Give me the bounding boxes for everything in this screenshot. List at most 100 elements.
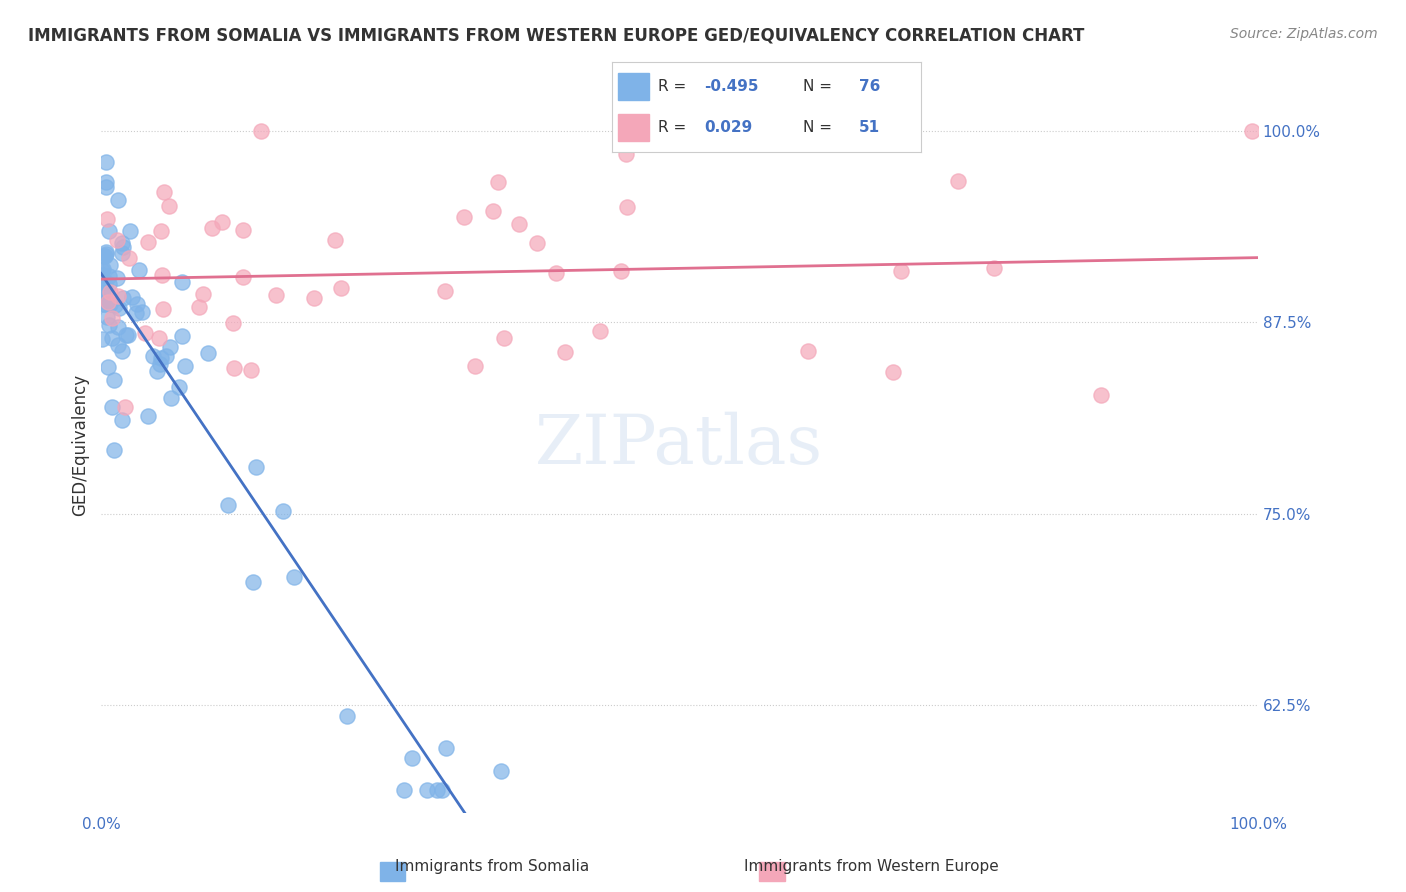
Point [242, 574, 264, 589]
Text: N =: N = [803, 120, 837, 135]
Point [96, 179, 118, 194]
Point [91, 276, 114, 290]
Text: N =: N = [803, 79, 837, 94]
Text: Immigrants from Western Europe: Immigrants from Western Europe [744, 859, 1000, 874]
Point [101, 330, 124, 344]
Point [614, 147, 637, 161]
Point [97, 295, 120, 310]
Point [264, 288, 287, 302]
Point [336, 708, 359, 723]
Point [172, 329, 194, 343]
Text: Immigrants from Somalia: Immigrants from Somalia [395, 859, 589, 874]
Point [946, 173, 969, 187]
Point [134, 326, 156, 341]
Point [121, 290, 143, 304]
Point [221, 316, 243, 330]
Text: ZIPatlas: ZIPatlas [536, 412, 824, 478]
Point [103, 373, 125, 387]
Point [201, 221, 224, 235]
Point [94, 279, 117, 293]
Point [111, 413, 134, 427]
Point [191, 286, 214, 301]
Point [433, 284, 456, 298]
Point [94, 175, 117, 189]
Point [150, 268, 173, 282]
Point [159, 392, 181, 406]
Point [245, 460, 267, 475]
Point [118, 251, 141, 265]
Point [94, 249, 117, 263]
Point [197, 345, 219, 359]
Y-axis label: GED/Equivalency: GED/Equivalency [72, 374, 89, 516]
Point [430, 782, 453, 797]
Point [111, 245, 134, 260]
Point [159, 340, 181, 354]
Point [148, 331, 170, 345]
Point [94, 247, 117, 261]
Text: IMMIGRANTS FROM SOMALIA VS IMMIGRANTS FROM WESTERN EUROPE GED/EQUIVALENCY CORREL: IMMIGRANTS FROM SOMALIA VS IMMIGRANTS FR… [28, 27, 1084, 45]
Point [93, 248, 115, 262]
Point [136, 235, 159, 249]
Text: 0.029: 0.029 [704, 120, 752, 135]
Point [98, 224, 121, 238]
Point [616, 201, 638, 215]
Point [890, 264, 912, 278]
Point [149, 224, 172, 238]
Point [100, 401, 122, 415]
Point [491, 764, 513, 778]
FancyBboxPatch shape [617, 73, 648, 100]
Point [105, 233, 128, 247]
Point [91, 297, 114, 311]
Point [98, 277, 121, 292]
Point [91, 263, 114, 277]
Point [224, 360, 246, 375]
Point [329, 280, 352, 294]
Point [392, 782, 415, 797]
Point [325, 234, 347, 248]
Point [128, 263, 150, 277]
Point [882, 365, 904, 379]
Point [170, 275, 193, 289]
Point [173, 359, 195, 373]
Point [91, 261, 114, 276]
Point [136, 409, 159, 423]
Point [118, 224, 141, 238]
Point [107, 320, 129, 334]
Point [239, 363, 262, 377]
Point [111, 291, 134, 305]
Text: R =: R = [658, 79, 692, 94]
Point [232, 270, 254, 285]
Point [98, 296, 121, 310]
Point [152, 301, 174, 316]
Point [167, 380, 190, 394]
Point [983, 261, 1005, 276]
Point [97, 359, 120, 374]
Point [152, 186, 174, 200]
Point [94, 297, 117, 311]
Point [232, 223, 254, 237]
Point [105, 271, 128, 285]
Point [98, 268, 121, 283]
Text: 76: 76 [859, 79, 880, 94]
Point [93, 285, 115, 300]
Point [1241, 124, 1264, 138]
Point [426, 782, 449, 797]
Point [94, 244, 117, 259]
Point [96, 310, 118, 325]
Point [111, 235, 134, 250]
Point [188, 300, 211, 314]
Point [101, 310, 124, 325]
Point [464, 359, 486, 373]
Point [797, 343, 820, 358]
Point [124, 306, 146, 320]
Text: R =: R = [658, 120, 692, 135]
Point [93, 285, 115, 300]
Point [283, 570, 305, 584]
Point [155, 349, 177, 363]
Point [111, 344, 134, 359]
FancyBboxPatch shape [617, 114, 648, 141]
Point [544, 266, 567, 280]
Point [96, 212, 118, 227]
Point [149, 351, 172, 365]
Point [142, 349, 165, 363]
